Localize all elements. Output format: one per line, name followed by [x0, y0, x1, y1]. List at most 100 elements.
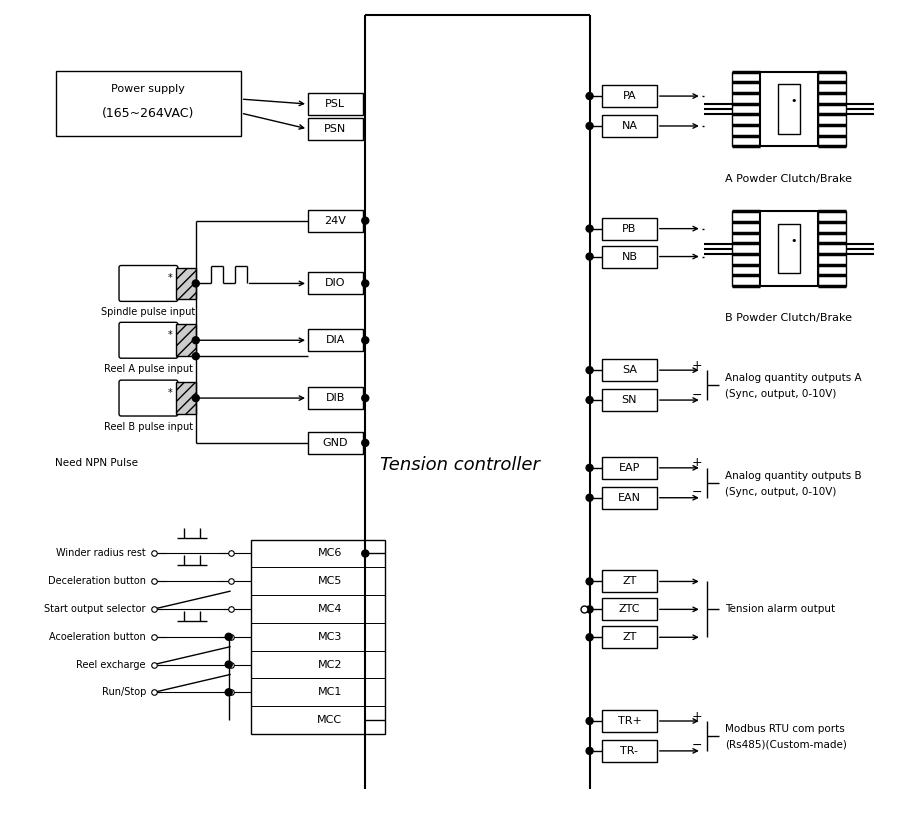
Bar [308, 387, 363, 409]
Text: MC2: MC2 [317, 660, 342, 670]
Text: Power supply: Power supply [112, 84, 185, 94]
Circle shape [586, 396, 593, 404]
Text: DIO: DIO [325, 278, 346, 288]
Circle shape [362, 395, 369, 401]
Circle shape [586, 717, 593, 725]
Text: EAP: EAP [619, 463, 640, 473]
Circle shape [586, 747, 593, 754]
Bar [308, 272, 363, 294]
Circle shape [586, 606, 593, 613]
Text: Deceleration button: Deceleration button [48, 577, 146, 587]
Bar [602, 571, 657, 592]
Bar [308, 432, 363, 454]
Text: •: • [791, 96, 797, 106]
Bar [176, 267, 196, 299]
Text: EAN: EAN [618, 493, 641, 503]
Text: Start output selector: Start output selector [44, 604, 146, 614]
Text: Need NPN Pulse: Need NPN Pulse [54, 458, 138, 468]
Circle shape [586, 253, 593, 260]
Circle shape [225, 634, 232, 640]
Circle shape [362, 550, 369, 557]
Text: (Sync, output, 0-10V): (Sync, output, 0-10V) [725, 487, 836, 497]
Bar [602, 115, 657, 137]
Circle shape [362, 439, 369, 447]
Text: Winder radius rest: Winder radius rest [56, 549, 146, 558]
Text: +: + [691, 457, 702, 469]
Text: MC5: MC5 [317, 577, 342, 587]
Bar [308, 118, 363, 140]
Circle shape [586, 464, 593, 471]
Bar [732, 72, 760, 147]
Circle shape [586, 225, 593, 232]
Circle shape [586, 367, 593, 374]
Bar [760, 211, 818, 286]
Bar [602, 598, 657, 620]
Bar [778, 84, 800, 134]
Circle shape [192, 337, 200, 344]
Bar [56, 71, 240, 136]
Text: MC1: MC1 [317, 687, 342, 697]
Text: Reel A pulse input: Reel A pulse input [104, 365, 193, 375]
Circle shape [586, 634, 593, 641]
Circle shape [586, 578, 593, 585]
Circle shape [362, 337, 369, 344]
Text: PB: PB [622, 224, 637, 234]
Text: Spindle pulse input: Spindle pulse input [102, 308, 196, 318]
Text: DIB: DIB [326, 393, 345, 403]
Text: Analog quantity outputs B: Analog quantity outputs B [725, 471, 862, 481]
Text: (Rs485)(Custom-made): (Rs485)(Custom-made) [725, 740, 846, 750]
Text: DIA: DIA [326, 335, 345, 345]
FancyBboxPatch shape [119, 323, 178, 358]
Text: NA: NA [621, 121, 638, 131]
Text: ZTC: ZTC [619, 604, 640, 614]
Text: Reel excharge: Reel excharge [76, 660, 146, 670]
Text: (Sync, output, 0-10V): (Sync, output, 0-10V) [725, 389, 836, 399]
Text: TR+: TR+ [618, 716, 641, 726]
Bar [602, 389, 657, 411]
Text: Run/Stop: Run/Stop [102, 687, 146, 697]
Circle shape [225, 689, 232, 696]
Text: −: − [691, 389, 702, 401]
Text: 24V: 24V [325, 215, 346, 225]
Text: *: * [168, 330, 173, 340]
Text: (165~264VAC): (165~264VAC) [102, 106, 195, 120]
Bar [732, 211, 760, 286]
Circle shape [192, 395, 200, 401]
Circle shape [362, 217, 369, 224]
Text: Modbus RTU com ports: Modbus RTU com ports [725, 724, 844, 734]
Text: −: − [691, 486, 702, 499]
Circle shape [586, 92, 593, 100]
Text: Tension controller: Tension controller [380, 456, 540, 473]
Text: TR-: TR- [620, 746, 639, 756]
Bar [176, 324, 196, 356]
Circle shape [362, 280, 369, 287]
Text: •: • [791, 235, 797, 246]
Text: Acoeleration button: Acoeleration button [49, 632, 146, 642]
Bar [602, 85, 657, 107]
Text: GND: GND [323, 438, 348, 448]
Bar [818, 211, 846, 286]
Text: *: * [168, 273, 173, 283]
Text: SA: SA [622, 365, 637, 375]
Text: A Powder Clutch/Brake: A Powder Clutch/Brake [726, 173, 853, 184]
Text: −: − [691, 739, 702, 753]
Text: NB: NB [621, 251, 638, 261]
Circle shape [225, 661, 232, 668]
Bar [308, 93, 363, 115]
Bar [308, 210, 363, 231]
Text: MC4: MC4 [317, 604, 342, 614]
Text: +: + [691, 359, 702, 372]
Circle shape [192, 280, 200, 287]
Text: ZT: ZT [622, 577, 637, 587]
Bar [818, 72, 846, 147]
Text: PA: PA [622, 91, 637, 101]
Text: MCC: MCC [317, 715, 343, 725]
Text: *: * [168, 388, 173, 398]
Bar [602, 710, 657, 732]
Bar [602, 218, 657, 240]
Text: MC3: MC3 [317, 632, 342, 642]
Circle shape [586, 494, 593, 501]
FancyBboxPatch shape [119, 266, 178, 302]
Text: ZT: ZT [622, 633, 637, 642]
Circle shape [192, 353, 200, 360]
